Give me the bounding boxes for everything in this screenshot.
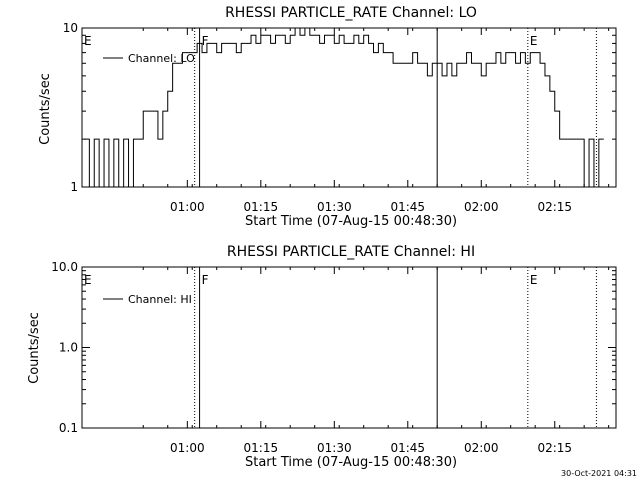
lo-event-marker-1: F bbox=[202, 34, 209, 48]
hi-x-tick-label-1: 01:15 bbox=[244, 441, 279, 455]
lo-series-path-0 bbox=[84, 27, 604, 188]
lo-x-tick-label-3: 01:45 bbox=[390, 200, 425, 214]
hi-plot-frame bbox=[81, 266, 617, 429]
hi-x-tick-label-0: 01:00 bbox=[170, 441, 205, 455]
generation-timestamp: 30-Oct-2021 04:31 bbox=[561, 469, 637, 478]
lo-channel-panel: RHESSI PARTICLE_RATE Channel: LO Start T… bbox=[38, 5, 617, 229]
lo-y-tick-label-0: 1 bbox=[70, 180, 78, 194]
hi-x-axis-label: Start Time (07-Aug-15 00:48:30) bbox=[245, 455, 457, 470]
hi-y-axis-label: Counts/sec bbox=[27, 312, 42, 384]
hi-x-tick-label-3: 01:45 bbox=[390, 441, 425, 455]
lo-event-marker-0: E bbox=[84, 34, 92, 48]
lo-x-tick-label-1: 01:15 bbox=[244, 200, 279, 214]
lo-y-tick-label-1: 10 bbox=[63, 21, 78, 35]
hi-chart-title: RHESSI PARTICLE_RATE Channel: HI bbox=[227, 244, 475, 260]
lo-y-axis-label: Counts/sec bbox=[38, 73, 53, 145]
hi-channel-panel: RHESSI PARTICLE_RATE Channel: HI Start T… bbox=[27, 244, 617, 470]
lo-x-tick-label-4: 02:00 bbox=[464, 200, 499, 214]
hi-event-marker-2: E bbox=[530, 273, 538, 287]
lo-x-tick-label-2: 01:30 bbox=[317, 200, 352, 214]
lo-legend-label: Channel: LO bbox=[128, 52, 195, 65]
hi-event-marker-1: F bbox=[202, 273, 209, 287]
hi-y-tick-label-0: 0.1 bbox=[59, 421, 78, 435]
hi-x-tick-label-4: 02:00 bbox=[464, 441, 499, 455]
hi-y-tick-label-1: 1.0 bbox=[59, 341, 78, 355]
lo-plot-frame bbox=[81, 27, 617, 188]
hi-x-tick-label-5: 02:15 bbox=[537, 441, 572, 455]
hi-legend-label: Channel: HI bbox=[128, 293, 192, 306]
lo-series-line bbox=[84, 27, 604, 188]
lo-x-tick-label-0: 01:00 bbox=[170, 200, 205, 214]
lo-chart-title: RHESSI PARTICLE_RATE Channel: LO bbox=[225, 5, 477, 21]
hi-event-marker-0: E bbox=[84, 273, 92, 287]
hi-x-tick-label-2: 01:30 bbox=[317, 441, 352, 455]
lo-event-marker-2: E bbox=[530, 34, 538, 48]
lo-x-axis-label: Start Time (07-Aug-15 00:48:30) bbox=[245, 214, 457, 229]
lo-x-tick-label-5: 02:15 bbox=[537, 200, 572, 214]
hi-y-tick-label-2: 10.0 bbox=[51, 260, 78, 274]
